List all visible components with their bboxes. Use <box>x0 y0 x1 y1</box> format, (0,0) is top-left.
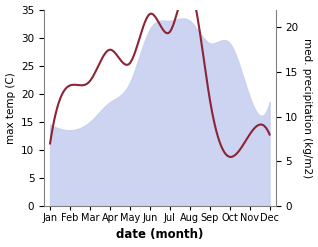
X-axis label: date (month): date (month) <box>116 228 204 242</box>
Y-axis label: max temp (C): max temp (C) <box>5 72 16 144</box>
Y-axis label: med. precipitation (kg/m2): med. precipitation (kg/m2) <box>302 38 313 178</box>
